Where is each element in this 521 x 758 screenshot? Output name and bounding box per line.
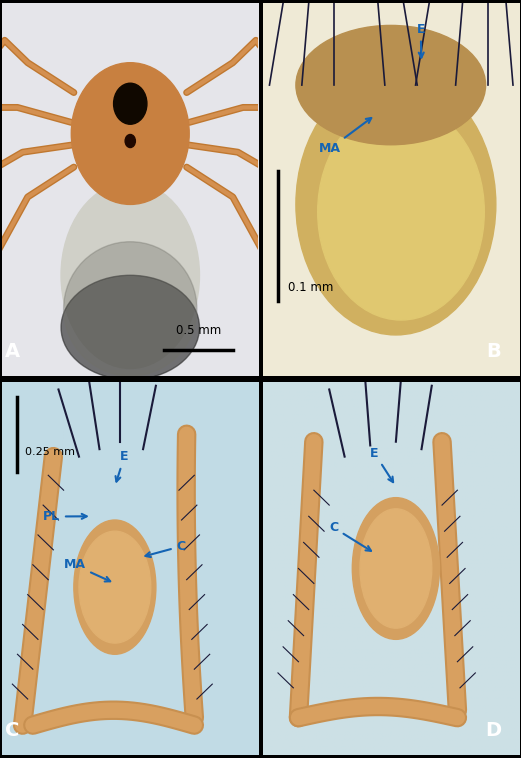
Text: D: D: [485, 721, 501, 740]
Text: E: E: [416, 23, 425, 58]
Ellipse shape: [79, 531, 151, 643]
Text: PL: PL: [43, 510, 86, 523]
Text: E: E: [116, 450, 129, 481]
Ellipse shape: [114, 83, 147, 124]
Text: E: E: [370, 446, 393, 482]
Ellipse shape: [125, 134, 135, 148]
Text: B: B: [486, 342, 501, 361]
Text: A: A: [5, 342, 20, 361]
Text: C: C: [145, 540, 185, 557]
Ellipse shape: [61, 275, 200, 380]
Ellipse shape: [64, 242, 197, 376]
Ellipse shape: [296, 26, 486, 145]
Text: MA: MA: [319, 118, 371, 155]
Text: 0.1 mm: 0.1 mm: [288, 281, 333, 294]
Ellipse shape: [296, 74, 496, 335]
Ellipse shape: [71, 63, 189, 205]
Ellipse shape: [318, 104, 485, 320]
Ellipse shape: [352, 498, 439, 639]
Text: 0.5 mm: 0.5 mm: [176, 324, 221, 337]
Text: C: C: [329, 522, 371, 551]
Ellipse shape: [360, 509, 432, 628]
Ellipse shape: [61, 182, 200, 368]
Text: 0.25 mm: 0.25 mm: [25, 446, 75, 456]
Text: MA: MA: [64, 559, 110, 581]
Text: C: C: [5, 721, 19, 740]
Ellipse shape: [74, 520, 156, 654]
